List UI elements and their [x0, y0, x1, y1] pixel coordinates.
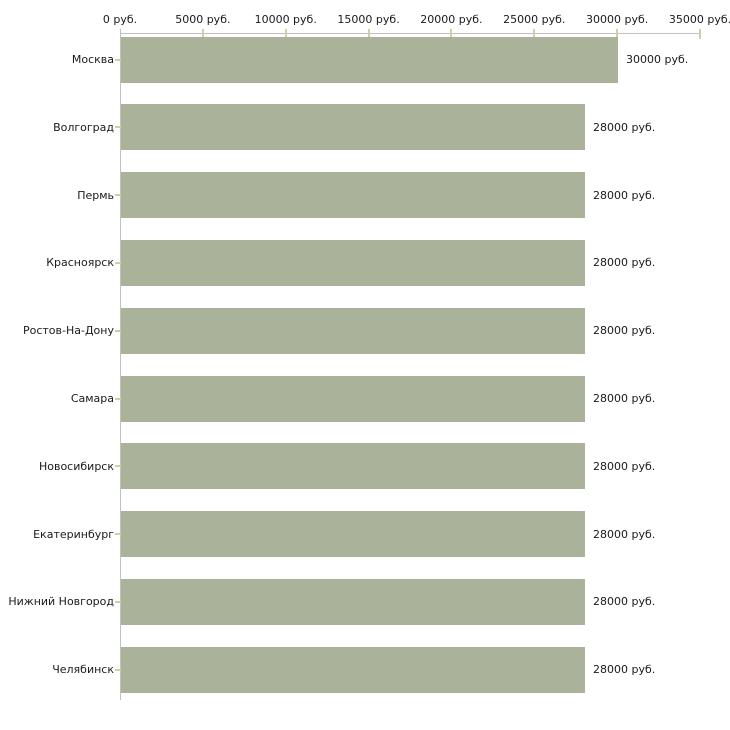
value-label: 28000 руб.	[593, 459, 656, 473]
x-tick-label: 10000 руб.	[254, 13, 317, 26]
category-label: Челябинск	[52, 663, 114, 677]
value-label: 28000 руб.	[593, 527, 656, 541]
bar	[121, 36, 618, 83]
y-tick-mark	[115, 329, 121, 332]
y-axis-line	[120, 29, 121, 700]
y-tick-mark	[115, 58, 121, 61]
category-label: Новосибирск	[38, 459, 114, 473]
y-tick-mark	[115, 533, 121, 536]
x-axis-line	[120, 33, 701, 34]
x-tick-mark	[450, 29, 453, 39]
y-tick-mark	[115, 465, 121, 468]
y-tick-mark	[115, 397, 121, 400]
bar	[121, 646, 585, 693]
x-tick-label: 5000 руб.	[175, 13, 231, 26]
category-label: Москва	[71, 53, 114, 66]
category-label: Самара	[70, 392, 114, 405]
value-label: 28000 руб.	[593, 120, 656, 134]
bar	[121, 443, 585, 490]
bar	[121, 578, 585, 625]
category-label: Ростов-На-Дону	[22, 324, 114, 338]
value-label: 30000 руб.	[626, 53, 689, 66]
category-label: Пермь	[77, 188, 114, 202]
x-tick-label: 15000 руб.	[337, 13, 400, 26]
category-label: Екатеринбург	[33, 527, 114, 541]
x-tick-label: 35000 руб.	[668, 13, 730, 26]
y-tick-mark	[115, 194, 121, 197]
value-label: 28000 руб.	[593, 392, 656, 405]
bar	[121, 511, 585, 558]
bar	[121, 239, 585, 286]
x-tick-mark	[699, 29, 701, 39]
y-tick-mark	[115, 600, 121, 603]
bar	[121, 172, 585, 219]
value-label: 28000 руб.	[593, 595, 656, 609]
x-tick-mark	[284, 29, 287, 39]
x-tick-label: 25000 руб.	[503, 13, 566, 26]
value-label: 28000 руб.	[593, 663, 656, 677]
x-tick-mark	[533, 29, 536, 39]
x-tick-label: 20000 руб.	[420, 13, 483, 26]
value-label: 28000 руб.	[593, 324, 656, 338]
category-label: Красноярск	[46, 256, 114, 270]
x-tick-label: 0 руб.	[102, 13, 138, 26]
category-label: Нижний Новгород	[8, 595, 114, 609]
bar	[121, 104, 585, 151]
y-tick-mark	[115, 126, 121, 129]
x-tick-mark	[616, 29, 619, 39]
x-tick-mark	[201, 29, 204, 39]
category-label: Волгоград	[53, 120, 114, 134]
y-tick-mark	[115, 668, 121, 671]
value-label: 28000 руб.	[593, 188, 656, 202]
bar	[121, 307, 585, 354]
bar	[121, 375, 585, 422]
x-tick-mark	[367, 29, 370, 39]
x-tick-label: 30000 руб.	[586, 13, 649, 26]
value-label: 28000 руб.	[593, 256, 656, 270]
y-tick-mark	[115, 261, 121, 264]
